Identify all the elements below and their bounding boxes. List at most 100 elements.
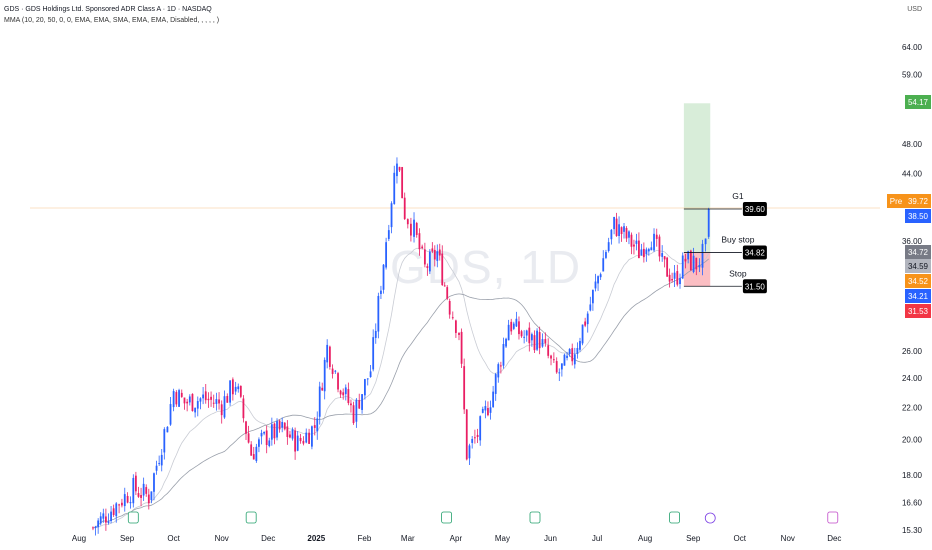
candle-body [180,392,183,397]
candle-body [438,249,441,256]
candle-body [147,494,150,504]
y-tick-label: 16.60 [902,498,923,507]
candle-body [242,398,245,419]
candle-body [620,227,623,235]
price-label-box [887,194,905,208]
x-tick-label: Feb [357,534,371,543]
candle-body [523,336,526,338]
candle-body [563,354,566,366]
candle-body [458,332,460,335]
candle-body [433,249,436,260]
candle-body [642,248,645,258]
candle-body [163,429,166,453]
candle-body [640,249,643,256]
candle-body [140,494,142,498]
candle-body [247,433,250,443]
price-label-box [905,194,931,208]
dividend-marker-icon [704,512,716,524]
earnings-marker-icon [669,511,680,524]
candle-body [663,256,666,260]
candle-body [223,396,226,418]
candle-body [547,345,550,356]
candle-body [115,503,118,517]
candle-body [281,421,284,428]
profit-zone [683,103,711,253]
indicator-legend[interactable]: MMA (10, 20, 50, 0, 0, EMA, EMA, SMA, EM… [4,17,220,24]
candle-body [618,224,620,237]
candle-body [443,285,446,287]
candle-body [701,243,704,268]
candle-body [581,324,584,344]
candle-body [528,327,531,344]
candle-body [573,354,576,365]
candle-body [296,435,299,451]
candle-body [352,405,355,424]
candle-body [385,242,388,268]
candle-body [530,334,533,341]
candle-body [331,368,334,374]
candle-body [145,487,148,494]
candle-body [679,278,681,285]
candle-body [166,426,169,433]
y-tick-label: 64.00 [902,43,923,52]
target-value: 39.60 [745,205,766,214]
candle-body [369,371,372,378]
candle-body [194,407,197,413]
x-tick-label: Jul [592,534,602,543]
candle-body [610,229,613,240]
candle-body [112,508,115,515]
candle-body [441,253,444,286]
candle-body [347,389,350,404]
candle-body [231,379,234,395]
candle-body [687,251,690,260]
candle-body [142,483,145,496]
x-tick-label: Dec [827,534,841,543]
candle-body [406,219,409,225]
x-tick-label: May [495,534,510,543]
price-label: 34.72 [908,248,929,257]
moving-average-line [92,258,709,529]
candle-body [153,473,155,492]
candle-body [387,230,390,239]
price-label: 38.50 [908,212,929,221]
candle-body [234,386,237,392]
candle-body [507,324,510,341]
candle-body [492,391,495,408]
y-tick-label: 44.00 [902,169,923,178]
symbol-watermark: GDS, 1D [390,241,582,293]
y-tick-label: 15.30 [902,526,923,535]
price-label-box [905,304,931,318]
candle-body [326,344,329,363]
candle-body [484,406,487,411]
candle-body [476,434,479,438]
candle-body [334,370,337,372]
candle-body [613,217,615,230]
candle-body [396,163,398,177]
candle-body [625,228,628,239]
candle-body [318,386,321,417]
earnings-marker-icon [127,511,139,524]
candle-body [393,172,396,204]
candle-body [305,432,308,443]
candle-body [155,465,158,471]
target-label: G1 [732,191,744,201]
candle-body [599,274,602,278]
x-tick-label: Jun [544,534,557,543]
currency-label: USD [907,6,922,13]
candle-body [538,332,541,349]
price-label: 34.52 [908,277,929,286]
candle-body [525,330,528,336]
candle-body [591,289,594,304]
candle-body [481,408,484,413]
candle-body [188,396,191,403]
candle-body [94,526,97,528]
price-label-box [905,289,931,303]
x-tick-label: Apr [450,534,463,543]
candle-body [487,408,489,416]
candle-body [541,339,544,347]
y-tick-label: 18.00 [902,471,923,480]
price-label-box [905,245,931,259]
candle-body [471,438,474,443]
x-tick-label: Sep [120,534,135,543]
